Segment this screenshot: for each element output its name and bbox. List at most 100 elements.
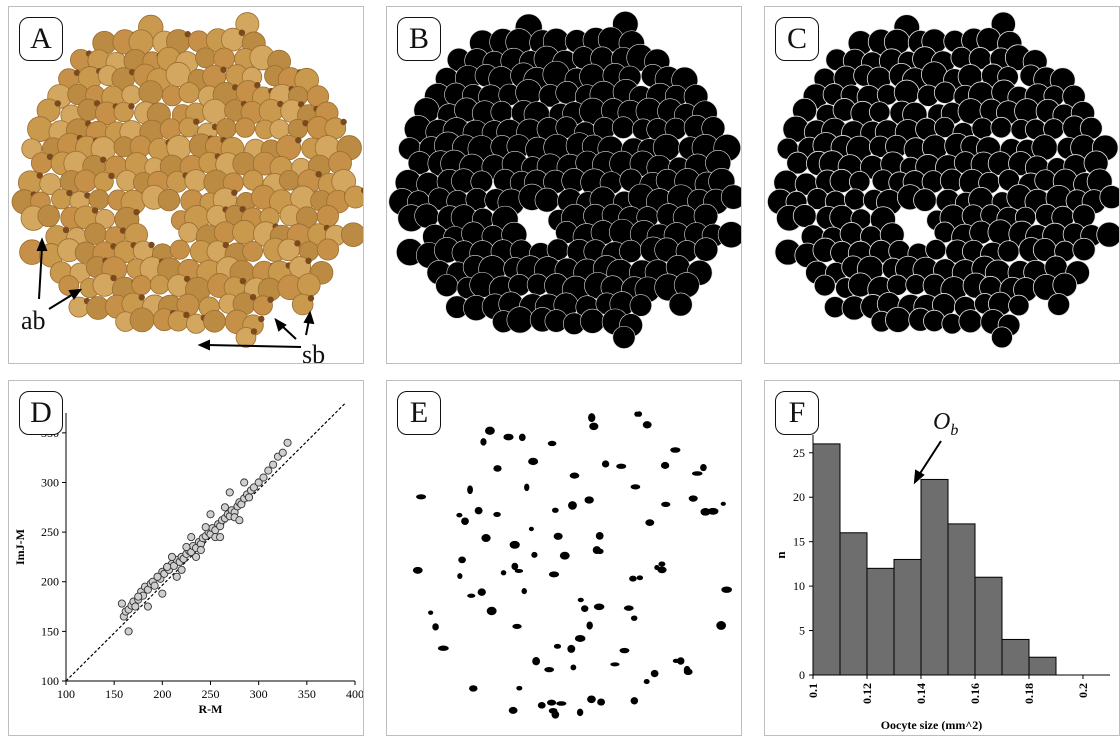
small-oocyte-mask-image <box>412 411 732 719</box>
annotation-ab: ab <box>21 306 46 335</box>
small-blob <box>456 512 463 518</box>
segmented-blob <box>1096 221 1119 248</box>
threshold-mask-image <box>388 11 741 349</box>
data-point <box>124 627 133 636</box>
mask-blob <box>555 81 579 105</box>
oocyte <box>84 222 107 245</box>
mask-blob <box>619 239 643 263</box>
small-blob <box>486 606 497 616</box>
small-oocyte <box>295 137 302 144</box>
small-blob <box>544 666 555 673</box>
small-blob <box>551 507 559 513</box>
small-blob <box>672 658 680 663</box>
small-blob <box>569 472 580 479</box>
data-point <box>177 565 186 574</box>
histogram-bar <box>812 443 841 676</box>
small-blob <box>547 699 557 706</box>
small-blob <box>518 433 526 442</box>
small-blob <box>630 484 641 490</box>
mask-blob <box>611 116 635 139</box>
small-blob <box>412 566 423 574</box>
oocyte <box>195 47 216 69</box>
data-point <box>131 602 140 611</box>
histogram-bar <box>974 576 1003 676</box>
oocyte <box>37 204 60 228</box>
annotation-ob-arrow <box>913 440 942 485</box>
y-tick-label: 250 <box>41 525 59 539</box>
small-blob <box>661 501 671 508</box>
x-tick-label: 200 <box>153 687 171 701</box>
small-oocyte <box>294 240 301 247</box>
segmented-blob <box>997 240 1020 263</box>
small-blob <box>660 461 670 469</box>
x-tick-label: 0.1 <box>806 683 820 698</box>
small-blob <box>512 623 522 629</box>
small-blob <box>658 561 666 567</box>
small-blob <box>503 433 514 441</box>
x-tick-label: 0.12 <box>860 683 874 704</box>
small-blob <box>588 413 596 423</box>
y-tick-label: 0 <box>799 668 805 682</box>
small-oocyte <box>119 227 127 234</box>
segmented-blob <box>885 306 912 333</box>
small-blob <box>700 463 707 472</box>
data-point <box>278 448 287 457</box>
small-blob <box>657 566 667 574</box>
small-blob <box>474 506 483 515</box>
data-point <box>269 460 278 469</box>
oocyte <box>291 293 314 316</box>
y-axis-label: n <box>773 551 788 559</box>
small-blob <box>643 679 650 685</box>
small-oocyte <box>46 153 54 160</box>
small-oocyte <box>99 156 107 163</box>
oocyte <box>316 238 340 261</box>
small-blob <box>537 701 546 709</box>
small-blob <box>576 708 584 717</box>
y-tick-label: 20 <box>793 490 805 504</box>
small-blob <box>589 422 599 431</box>
small-blob <box>457 573 463 579</box>
segmented-blob <box>913 188 937 212</box>
small-blob <box>516 685 523 691</box>
x-tick-label: 0.2 <box>1076 683 1090 698</box>
panel-f: F Ob 0 5 10 15 20 25 0.1 0.12 0.14 0.16 0.18 0.2 Ooc… <box>764 380 1120 736</box>
data-point <box>235 516 244 525</box>
data-point <box>259 473 268 482</box>
y-tick-label: 150 <box>41 624 59 638</box>
oocyte <box>340 222 363 247</box>
small-oocyte <box>340 118 347 126</box>
small-blob <box>461 517 469 525</box>
small-blob <box>493 465 502 472</box>
x-tick-label: 0.14 <box>914 683 928 704</box>
y-tick-label: 15 <box>793 535 805 549</box>
panel-e: E <box>386 380 742 736</box>
oocyte <box>344 185 363 209</box>
oocyte <box>138 80 163 105</box>
small-oocyte <box>239 277 247 285</box>
small-blob <box>691 471 703 476</box>
small-blob <box>458 556 466 564</box>
small-oocyte <box>258 315 265 323</box>
small-oocyte <box>193 118 200 125</box>
small-blob <box>567 644 576 653</box>
small-oocyte <box>239 205 246 213</box>
small-blob <box>630 697 639 705</box>
y-axis-label: ImJ-M <box>13 529 27 565</box>
y-tick-label: 100 <box>41 674 59 688</box>
data-point <box>201 523 210 532</box>
small-oocyte <box>305 257 312 265</box>
small-blob <box>559 551 570 560</box>
segmented-blob <box>893 79 920 106</box>
data-point <box>134 592 143 601</box>
small-blob <box>469 685 478 692</box>
segmented-blob <box>990 116 1012 139</box>
small-oocyte <box>54 100 61 107</box>
data-point <box>244 493 254 502</box>
segmented-blob <box>813 274 836 297</box>
small-blob <box>700 508 711 516</box>
oocyte <box>121 84 142 105</box>
small-blob <box>721 586 732 593</box>
mask-blob <box>717 221 741 249</box>
segmented-blob <box>792 204 817 228</box>
data-point <box>216 533 225 542</box>
